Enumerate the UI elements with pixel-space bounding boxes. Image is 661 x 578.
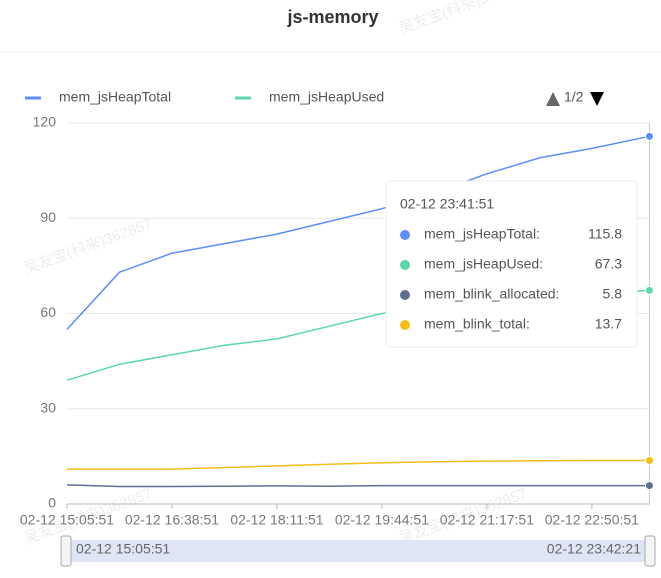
- y-tick-label: 0: [48, 495, 56, 511]
- tooltip-label: mem_blink_total:: [424, 316, 530, 332]
- zoom-end-label: 02-12 23:42:21: [547, 541, 641, 557]
- tooltip-value: 67.3: [595, 256, 622, 272]
- series-line: [66, 484, 650, 488]
- x-tick-label: 02-12 18:11:51: [230, 512, 323, 528]
- tooltip-label: mem_blink_allocated:: [424, 286, 559, 302]
- tooltip-value: 5.8: [603, 286, 623, 302]
- y-tick-label: 30: [40, 399, 56, 415]
- tooltip-label: mem_jsHeapTotal:: [424, 226, 540, 242]
- tooltip-box: [385, 180, 638, 348]
- legend-prev[interactable]: [546, 92, 560, 106]
- end-point: [644, 456, 654, 466]
- x-tick-label: 02-12 19:44:51: [335, 512, 429, 528]
- tooltip-marker: [400, 230, 410, 240]
- series-line: [66, 135, 650, 330]
- watermark: 吴友宝(科来)362857: [397, 0, 530, 37]
- tooltip: 02-12 23:41:51 mem_jsHeapTotal: 115.8 mem_j…: [385, 180, 638, 348]
- legend-label: mem_jsHeapTotal: [59, 89, 171, 105]
- end-point: [644, 481, 654, 491]
- y-tick-label: 60: [40, 304, 56, 320]
- y-tick-label: 90: [40, 209, 56, 225]
- tooltip-marker: [400, 290, 410, 300]
- zoom-handle[interactable]: [60, 535, 72, 567]
- zoom-handle[interactable]: [644, 535, 656, 567]
- zoom-track: [67, 540, 650, 562]
- x-tick-label: 02-12 21:17:51: [440, 512, 534, 528]
- x-tick-label: 02-12 22:50:51: [545, 512, 639, 528]
- legend-label: mem_jsHeapUsed: [269, 89, 384, 105]
- tooltip-value: 115.8: [588, 226, 622, 242]
- chart-title: js-memory: [286, 7, 378, 27]
- tooltip-value: 13.7: [595, 316, 622, 332]
- legend-page: 1/2: [564, 89, 584, 105]
- tooltip-marker: [400, 260, 410, 270]
- x-tick-label: 02-12 16:38:51: [125, 512, 219, 528]
- series-line: [67, 459, 650, 470]
- zoom-start-label: 02-12 15:05:51: [76, 541, 170, 557]
- x-tick-label: 02-12 15:05:51: [20, 512, 114, 528]
- tooltip-marker: [400, 320, 410, 330]
- tooltip-label: mem_jsHeapUsed:: [424, 256, 543, 272]
- end-point: [644, 285, 654, 295]
- end-point: [644, 131, 654, 141]
- legend-next[interactable]: [590, 92, 604, 106]
- y-tick-label: 120: [33, 114, 57, 130]
- tooltip-title: 02-12 23:41:51: [400, 196, 494, 212]
